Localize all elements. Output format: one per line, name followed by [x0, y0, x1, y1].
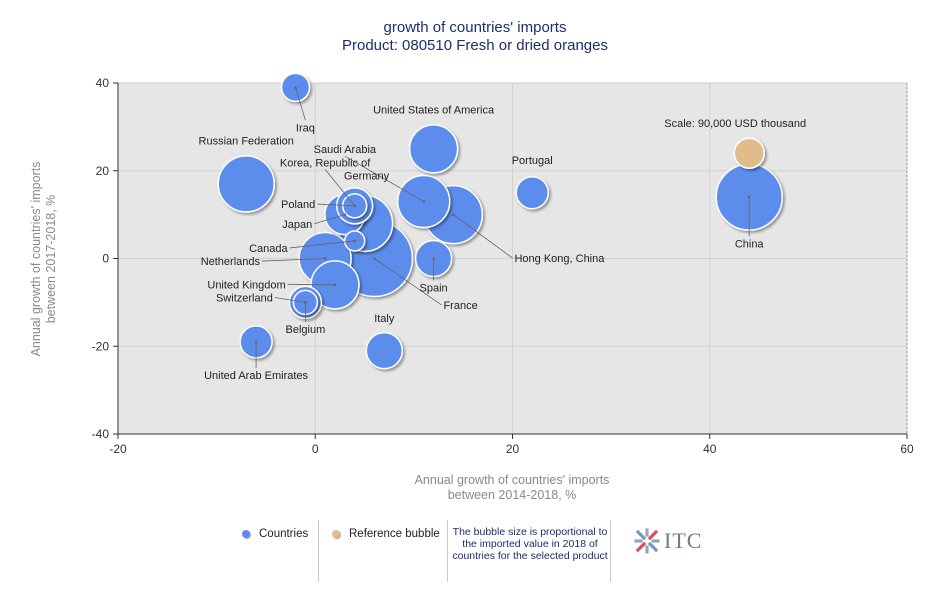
label-switzerland: Switzerland [216, 292, 273, 304]
label-netherlands: Netherlands [201, 256, 261, 268]
label-united-kingdom: United Kingdom [207, 279, 285, 291]
leader-dot-belgium [304, 301, 307, 304]
bubble-russian-federation[interactable] [217, 155, 275, 213]
chart-subtitle: Product: 080510 Fresh or dried oranges [342, 37, 608, 54]
label-germany: Germany [344, 171, 390, 183]
label-france: France [443, 300, 477, 312]
leader-dot-iraq [294, 86, 297, 89]
leader-netherlands [262, 258, 326, 262]
y-tick-label: 20 [96, 164, 110, 178]
leader-dot-japan [343, 213, 347, 216]
x-tick-label: 40 [703, 442, 717, 456]
label-italy: Italy [374, 313, 395, 325]
chart-title: growth of countries' imports [384, 19, 567, 36]
x-tick-label: 60 [900, 442, 914, 456]
y-tick-label: 40 [96, 76, 110, 90]
label-hong-kong-china: Hong Kong, China [514, 253, 605, 265]
label-korea-republic-of: Korea, Republic of [280, 157, 371, 169]
x-tick-label: 0 [312, 442, 319, 456]
leader-dot-france [373, 257, 376, 260]
label-iraq: Iraq [296, 122, 315, 134]
leader-dot-netherlands [323, 257, 327, 260]
reference-bubble[interactable] [733, 137, 765, 169]
label-portugal: Portugal [512, 155, 553, 167]
itc-logo-icon [634, 528, 660, 554]
bubble-portugal[interactable] [515, 175, 549, 210]
leader-dot-united-arab-emirates [254, 340, 258, 344]
leader-hong-kong-china [453, 214, 513, 259]
legend-reference-label: Reference bubble [349, 528, 440, 540]
bubble-united-states-of-america[interactable] [408, 124, 459, 174]
legend-countries-label: Countries [259, 528, 309, 540]
legend-item-reference[interactable]: Reference bubble [332, 528, 440, 540]
leader-canada [289, 240, 355, 249]
y-tick-label: 0 [102, 252, 109, 266]
leader-saudi-arabia [344, 155, 424, 202]
label-reference-bubble: Scale: 90,000 USD thousand [664, 118, 806, 130]
leader-poland [317, 203, 355, 207]
y-axis-title-line2: between 2017-2018, % [44, 195, 58, 324]
bubble-italy[interactable] [365, 331, 404, 370]
x-axis-title-line2: between 2014-2018, % [448, 488, 577, 502]
y-tick-label: -20 [92, 339, 110, 353]
leader-dot-hong-kong-china [452, 213, 455, 216]
leader-dot-saudi-arabia [422, 200, 426, 203]
itc-logo-text: ITC [664, 528, 703, 553]
x-axis-title-line1: Annual growth of countries' imports [415, 473, 610, 487]
legend: Countries Reference bubble The bubble si… [228, 520, 718, 582]
leader-dot-united-kingdom [333, 283, 337, 287]
legend-note: The bubble size is proportional to the i… [452, 526, 608, 562]
leader-france [374, 258, 442, 306]
itc-logo: ITC [634, 528, 702, 554]
label-japan: Japan [282, 219, 312, 231]
leader-dot-spain [432, 257, 435, 260]
legend-separator [610, 520, 611, 582]
leader-korea-republic-of [324, 169, 356, 207]
x-tick-label: 20 [506, 442, 520, 456]
legend-item-countries[interactable]: Countries [242, 528, 308, 540]
y-axis-title-line1: Annual growth of countries' imports [29, 162, 43, 357]
label-belgium: Belgium [286, 324, 326, 336]
label-russian-federation: Russian Federation [199, 135, 294, 147]
label-saudi-arabia: Saudi Arabia [314, 144, 377, 156]
label-poland: Poland [281, 199, 315, 211]
label-united-states-of-america: United States of America [373, 105, 495, 117]
leader-lines [254, 86, 751, 369]
label-china: China [735, 239, 765, 251]
legend-separator [447, 520, 448, 582]
leader-switzerland [274, 297, 306, 303]
label-canada: Canada [249, 243, 288, 255]
label-spain: Spain [420, 282, 448, 294]
y-tick-label: -40 [92, 427, 110, 441]
legend-separator [318, 520, 319, 582]
leader-dot-canada [353, 239, 357, 243]
leader-japan [314, 214, 345, 225]
label-united-arab-emirates: United Arab Emirates [204, 370, 308, 382]
countries-dot-icon [242, 530, 250, 538]
reference-dot-icon [332, 530, 340, 538]
leader-dot-poland [353, 204, 357, 208]
leader-iraq [295, 87, 306, 121]
x-tick-label: -20 [109, 442, 127, 456]
leader-dot-china [747, 195, 751, 199]
